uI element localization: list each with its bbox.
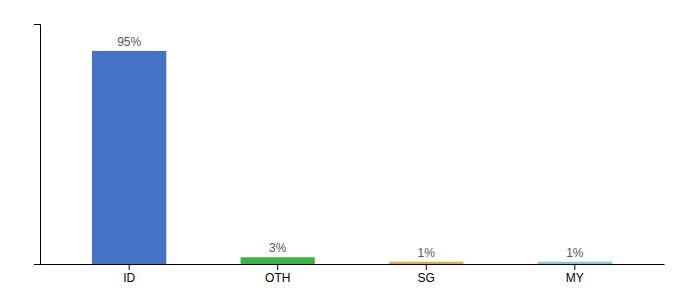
plot: ID OTH SG MY 95% 3% 1% 1% [34, 25, 665, 285]
data-label: 95% [117, 35, 141, 49]
data-label: 3% [269, 241, 287, 255]
tick-mark [277, 264, 278, 270]
tick-mark [129, 264, 130, 270]
bar [538, 262, 612, 264]
data-labels: 95% 3% 1% 1% [117, 35, 584, 260]
bar [389, 262, 463, 264]
x-axis: ID OTH SG MY [41, 264, 665, 285]
data-label: 1% [418, 246, 436, 260]
tick-label: ID [123, 271, 135, 285]
axis-line [41, 264, 665, 265]
bars [92, 51, 612, 264]
tick-mark [426, 264, 427, 270]
tick: OTH [265, 264, 290, 285]
tick: ID [123, 264, 135, 285]
y-axis [34, 25, 41, 265]
tick-mark [574, 264, 575, 270]
axis-line [34, 25, 41, 265]
data-label: 1% [566, 246, 584, 260]
chart: ID OTH SG MY 95% 3% 1% 1% [0, 0, 680, 300]
bar [92, 51, 166, 264]
tick-label: SG [418, 271, 435, 285]
tick: MY [566, 264, 584, 285]
tick: SG [418, 264, 435, 285]
tick-label: MY [566, 271, 584, 285]
bar [241, 257, 315, 264]
tick-label: OTH [265, 271, 290, 285]
